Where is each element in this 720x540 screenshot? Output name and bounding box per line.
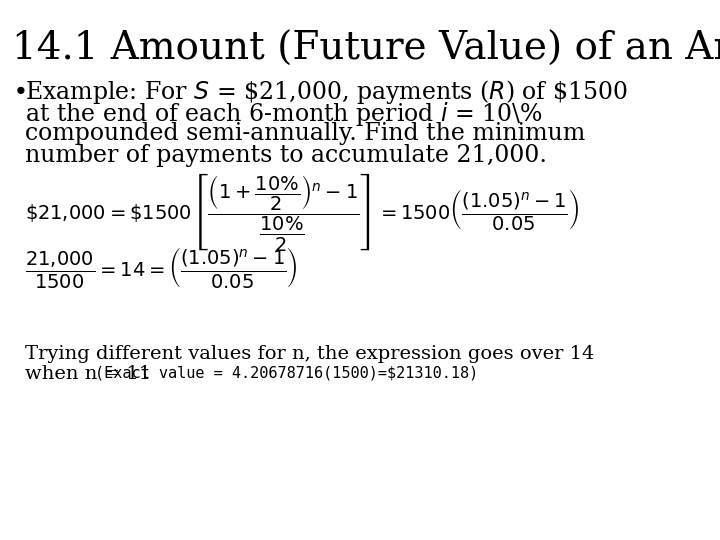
- Text: compounded semi-annually. Find the minimum: compounded semi-annually. Find the minim…: [25, 122, 585, 145]
- Text: $\$21{,}000 = \$1500\left[\dfrac{\left(1+\dfrac{10\%}{2}\right)^{n}-1}{\dfrac{10: $\$21{,}000 = \$1500\left[\dfrac{\left(1…: [25, 172, 580, 254]
- Text: number of payments to accumulate 21,000.: number of payments to accumulate 21,000.: [25, 144, 547, 167]
- Text: Trying different values for n, the expression goes over 14: Trying different values for n, the expre…: [25, 345, 595, 363]
- Text: at the end of each 6-month period $i$ = 10\%: at the end of each 6-month period $i$ = …: [25, 100, 544, 128]
- Text: 14.1 Amount (Future Value) of an Annuity: 14.1 Amount (Future Value) of an Annuity: [12, 30, 720, 69]
- Text: (Exact value = 4.20678716(1500)=$21310.18): (Exact value = 4.20678716(1500)=$21310.1…: [95, 365, 478, 380]
- Text: $\dfrac{21{,}000}{1500} = 14 = \left(\dfrac{(1.05)^n-1}{0.05}\right)$: $\dfrac{21{,}000}{1500} = 14 = \left(\df…: [25, 245, 298, 290]
- Text: $\bullet$: $\bullet$: [12, 78, 26, 101]
- Text: Example: For $S$ = \$21,000, payments ($R$) of \$1500: Example: For $S$ = \$21,000, payments ($…: [25, 78, 628, 106]
- Text: when n = 11: when n = 11: [25, 365, 158, 383]
